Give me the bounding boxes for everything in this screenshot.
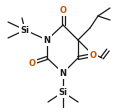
Text: O: O [29,58,35,68]
Text: Si: Si [58,87,68,97]
Text: N: N [44,36,51,44]
Text: O: O [60,5,66,14]
Text: N: N [60,69,66,78]
Text: O: O [90,51,97,59]
Text: Si: Si [20,26,29,34]
